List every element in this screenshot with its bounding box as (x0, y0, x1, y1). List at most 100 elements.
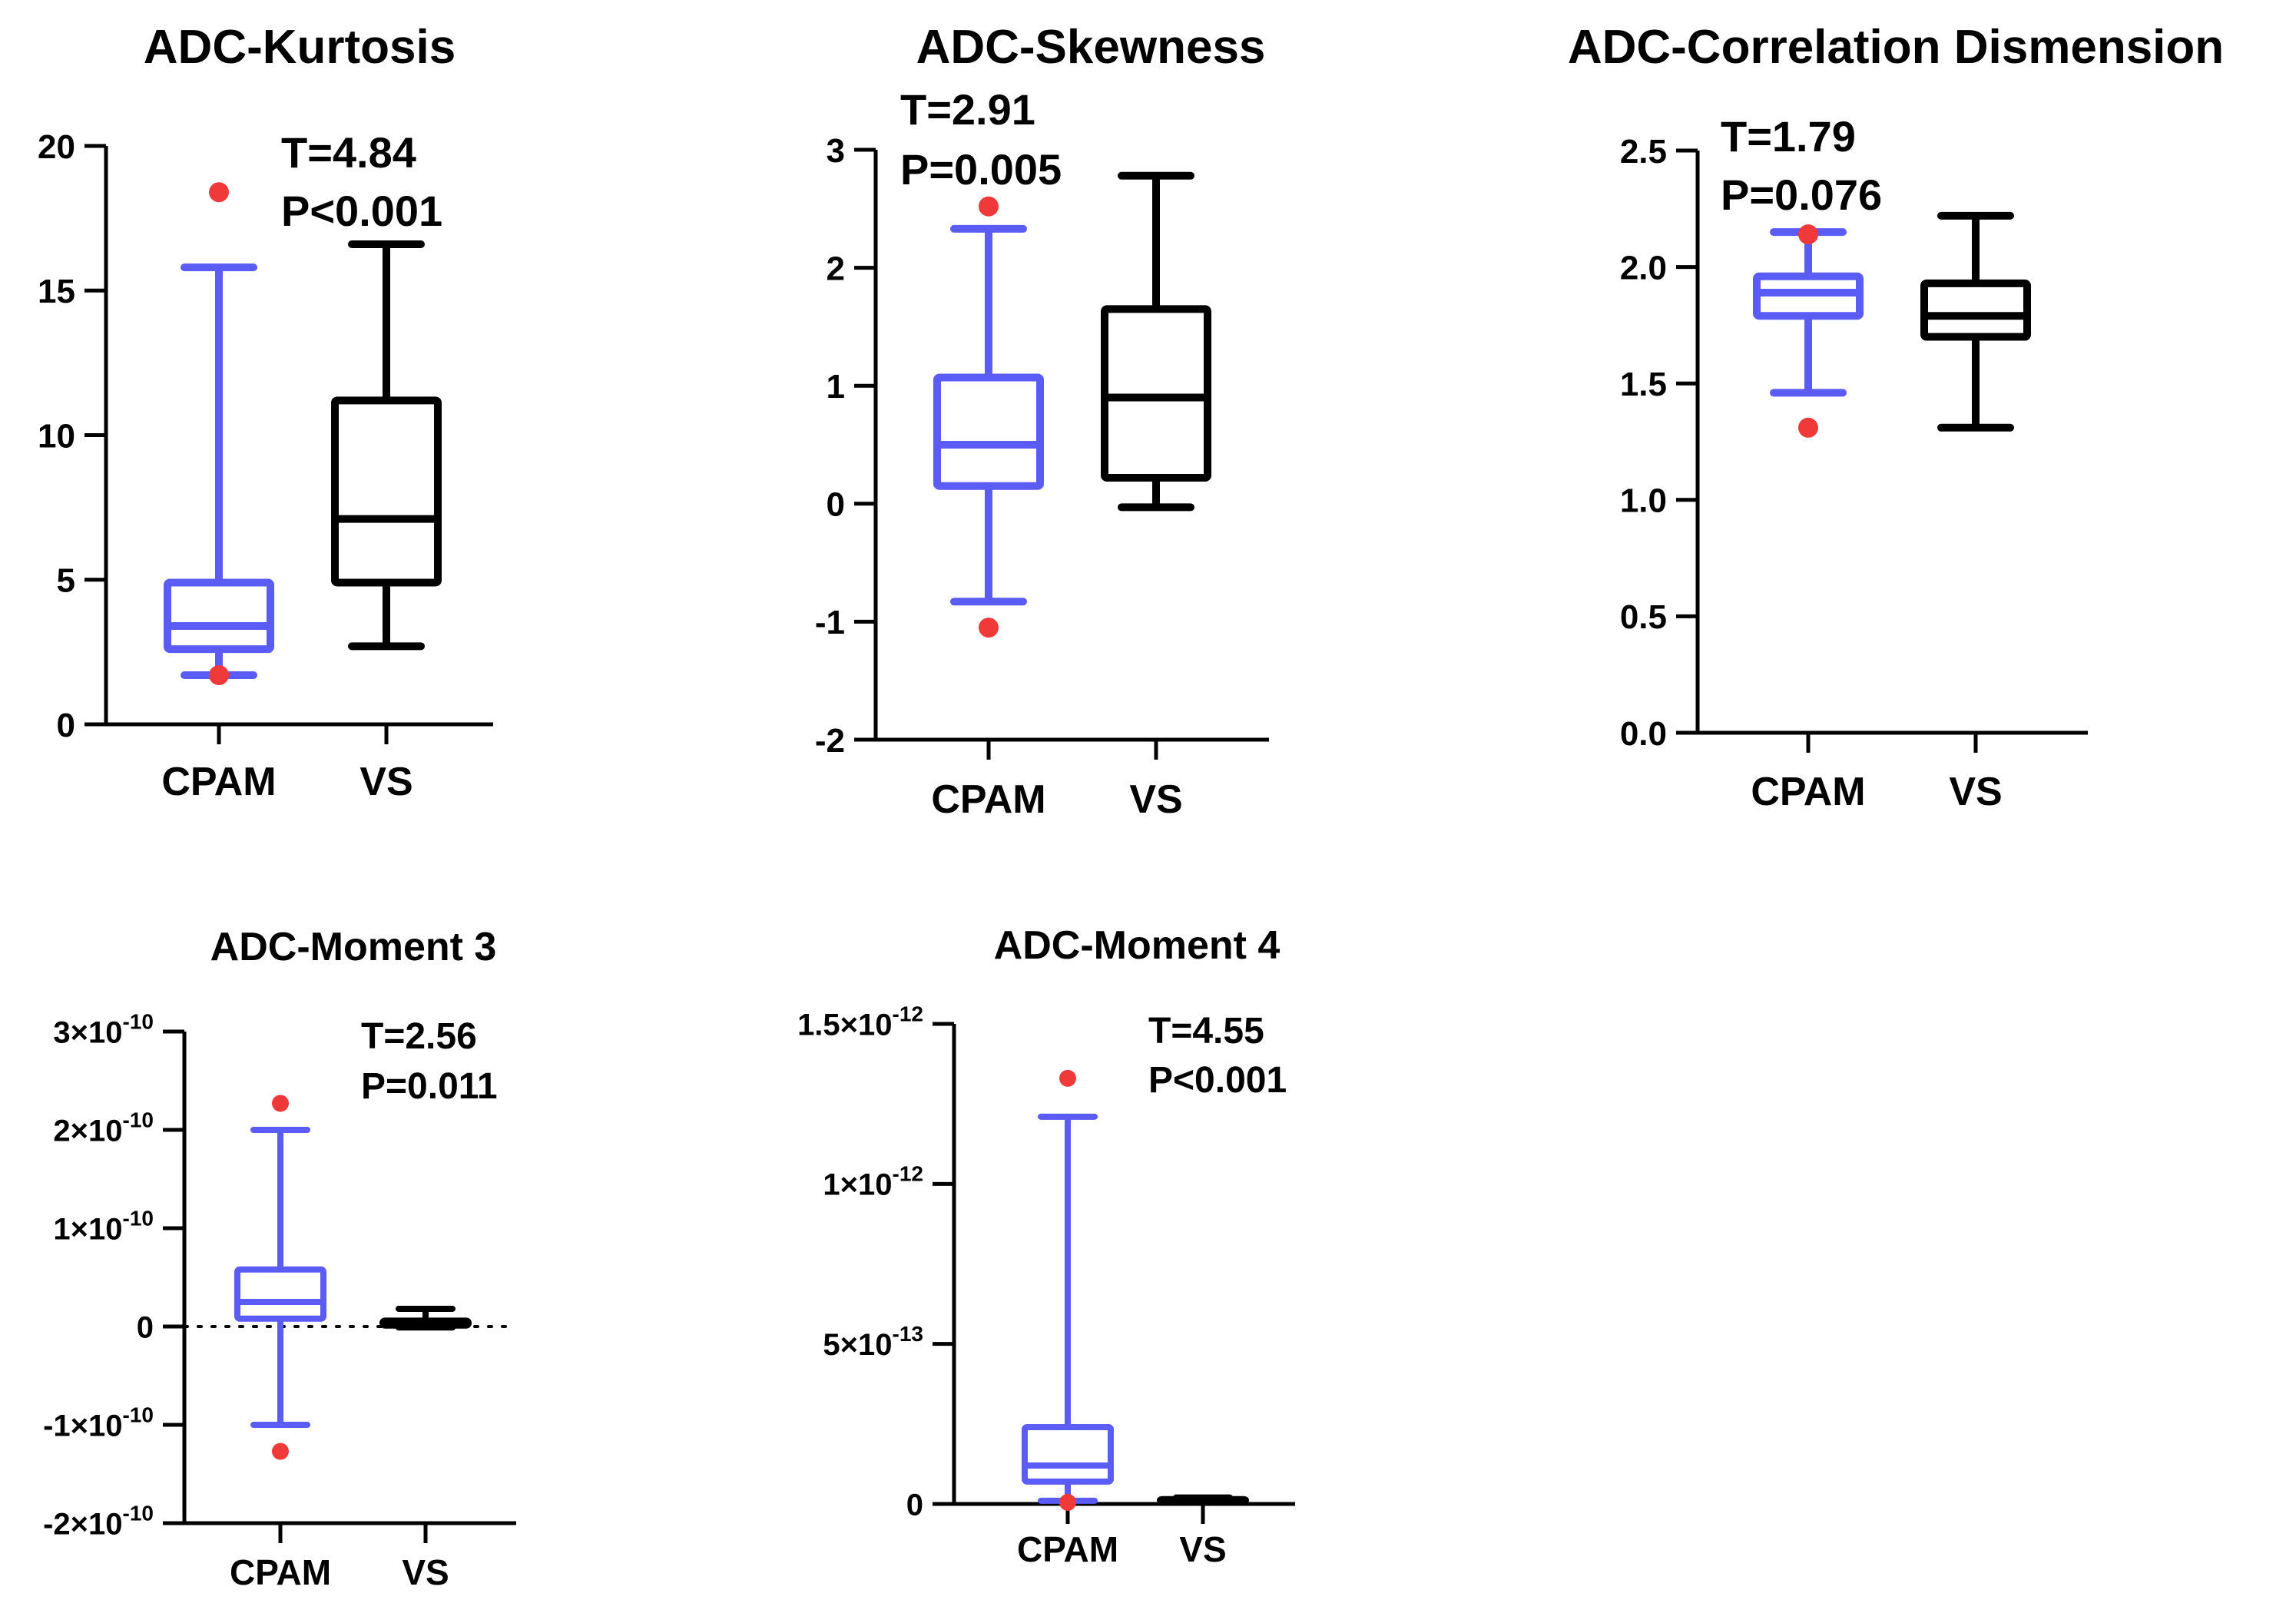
tick-exponent: -10 (123, 1501, 154, 1525)
outlier-point (979, 196, 999, 217)
outlier-point (1798, 417, 1818, 438)
y-tick-label: 5×10-13 (823, 1322, 923, 1362)
box-vs (1157, 1494, 1249, 1505)
box-vs (1101, 171, 1211, 512)
y-tick-label: 2 (827, 250, 845, 287)
chart-title: ADC-Correlation Dismension (1568, 21, 2224, 74)
category-label-cpam: CPAM (230, 1552, 331, 1592)
box-vs (1920, 211, 2031, 432)
y-tick-label: 0 (906, 1488, 923, 1522)
category-label-vs: VS (402, 1552, 449, 1592)
iqr-box (933, 373, 1044, 490)
box-vs (379, 1305, 472, 1331)
p-value-label: P=0.011 (361, 1066, 498, 1107)
y-tick-label: 0 (137, 1310, 154, 1344)
y-tick-label: -2×10-10 (43, 1501, 154, 1541)
p-value-label: P=0.076 (1721, 171, 1882, 219)
tick-exponent: -10 (123, 1403, 154, 1426)
iqr-box (1022, 1424, 1114, 1485)
chart-title: ADC-Skewness (916, 21, 1266, 74)
outlier-point (1798, 224, 1818, 245)
t-statistic-label: T=2.56 (361, 1016, 477, 1057)
box-cpam (933, 196, 1044, 638)
tick-mantissa: 0 (137, 1310, 154, 1344)
iqr-box (331, 396, 442, 587)
y-tick-label: 15 (38, 273, 75, 310)
chart-2: ADC-Skewness T=2.91 P=0.005 -2 -1 0 1 2 3 CPAM VS (815, 21, 1269, 822)
tick-mantissa: 5×10 (823, 1328, 892, 1362)
tick-exponent: -10 (123, 1108, 154, 1131)
category-label-cpam: CPAM (931, 777, 1045, 822)
y-tick-label: -1 (815, 604, 845, 641)
box-cpam (164, 182, 274, 685)
tick-exponent: -12 (893, 1162, 923, 1186)
outlier-point (979, 618, 999, 638)
t-statistic-label: T=4.55 (1148, 1011, 1264, 1052)
chart-5: ADC-Moment 4T=4.55P<0.00105×10-131×10-12… (797, 923, 1295, 1569)
tick-mantissa: -1×10 (43, 1409, 122, 1442)
outlier-point (272, 1442, 289, 1460)
outlier-point (209, 182, 229, 203)
y-tick-label: -2 (815, 722, 845, 760)
category-label-vs: VS (1179, 1529, 1226, 1569)
outlier-point (209, 664, 229, 685)
box-cpam (234, 1095, 326, 1460)
y-tick-label: 20 (38, 128, 75, 166)
y-tick-label: 5 (57, 562, 75, 600)
y-tick-label: 0.0 (1620, 715, 1667, 753)
y-tick-label: 1.5×10-12 (797, 1002, 923, 1042)
category-label-cpam: CPAM (161, 760, 276, 804)
tick-exponent: -10 (123, 1009, 154, 1033)
iqr-box (164, 578, 274, 654)
tick-mantissa: 1×10 (53, 1212, 122, 1246)
chart-title: ADC-Moment 4 (994, 923, 1281, 968)
tick-mantissa: 0 (906, 1488, 923, 1522)
tick-mantissa: 1.5×10 (797, 1008, 892, 1042)
tick-exponent: -13 (893, 1322, 923, 1346)
category-label-cpam: CPAM (1017, 1529, 1118, 1569)
y-tick-label: 0 (57, 707, 75, 744)
tick-mantissa: 2×10 (53, 1114, 122, 1148)
t-statistic-label: T=1.79 (1721, 112, 1856, 161)
y-tick-label: 0.5 (1620, 598, 1667, 636)
iqr-box (1920, 279, 2031, 341)
t-statistic-label: T=4.84 (281, 128, 416, 177)
chart-title: ADC-Kurtosis (144, 21, 456, 74)
y-tick-label: 2×10-10 (53, 1108, 154, 1148)
y-tick-label: 1.5 (1620, 366, 1667, 403)
p-value-label: P=0.005 (900, 145, 1062, 194)
outlier-point (1059, 1493, 1076, 1511)
tick-mantissa: 3×10 (53, 1015, 122, 1049)
y-tick-label: 1.0 (1620, 482, 1667, 520)
chart-3: ADC-Correlation Dismension T=1.79 P=0.076 0… (1568, 21, 2224, 814)
category-label-vs: VS (359, 760, 412, 804)
box-cpam (1753, 224, 1864, 438)
t-statistic-label: T=2.91 (900, 85, 1035, 134)
y-tick-label: 0 (827, 486, 845, 524)
box-cpam (1022, 1069, 1114, 1511)
tick-mantissa: 1×10 (823, 1168, 892, 1202)
chart-1: ADC-Kurtosis T=4.84 P<0.001 0 5 10 15 20 CPAM VS (38, 21, 493, 804)
tick-exponent: -12 (893, 1002, 923, 1025)
y-tick-label: 1×10-12 (823, 1162, 923, 1202)
box-vs (331, 240, 442, 651)
iqr-box (1101, 305, 1211, 482)
p-value-label: P<0.001 (1148, 1060, 1287, 1101)
p-value-label: P<0.001 (281, 187, 442, 235)
category-label-cpam: CPAM (1751, 770, 1865, 814)
category-label-vs: VS (1949, 770, 2002, 814)
y-tick-label: 10 (38, 417, 75, 455)
chart-title: ADC-Moment 3 (210, 925, 497, 969)
y-tick-label: 1 (827, 368, 845, 406)
y-tick-label: 2.0 (1620, 249, 1667, 287)
y-tick-label: 2.5 (1620, 133, 1667, 171)
y-tick-label: 3×10-10 (53, 1009, 154, 1049)
tick-exponent: -10 (123, 1206, 154, 1230)
y-tick-label: -1×10-10 (43, 1403, 154, 1442)
y-tick-label: 3 (827, 132, 845, 170)
tick-mantissa: -2×10 (43, 1507, 122, 1541)
category-label-vs: VS (1129, 777, 1182, 822)
outlier-point (272, 1095, 289, 1112)
y-tick-label: 1×10-10 (53, 1206, 154, 1246)
